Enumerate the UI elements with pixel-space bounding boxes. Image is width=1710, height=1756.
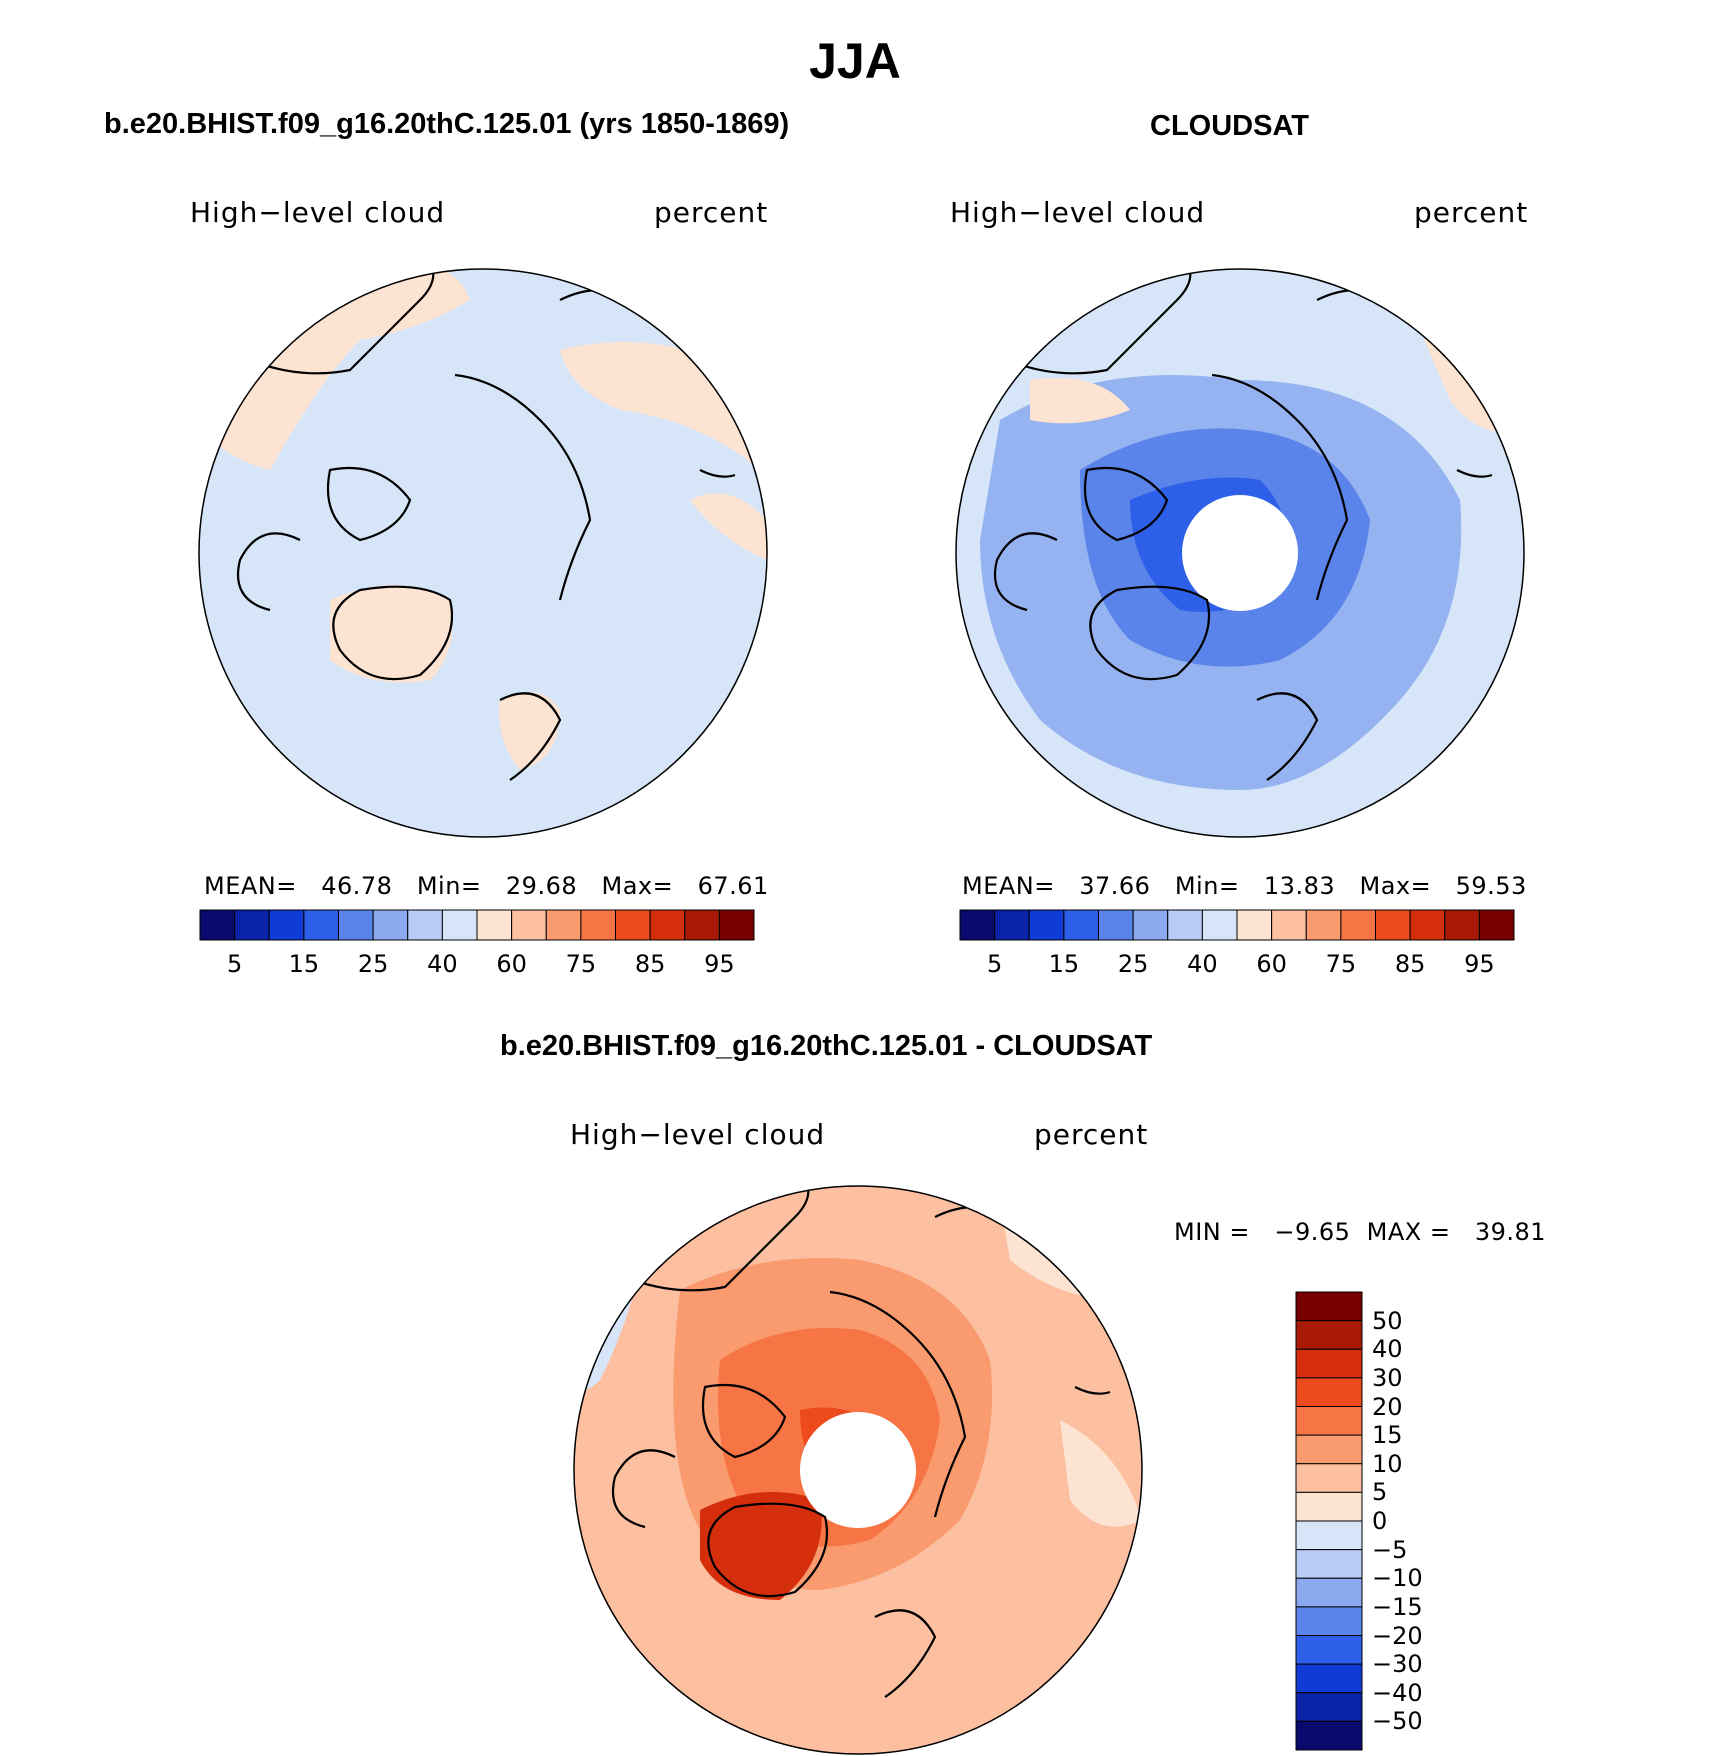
diff-stats: MIN = −9.65 MAX = 39.81 bbox=[1174, 1218, 1547, 1246]
model-colorbar-swatch bbox=[303, 909, 339, 941]
obs-colorbar-swatch bbox=[1167, 909, 1203, 941]
diff-colorbar-swatch bbox=[1295, 1692, 1363, 1722]
obs-colorbar-tick-label: 40 bbox=[1187, 950, 1218, 978]
obs-colorbar-swatch bbox=[1028, 909, 1065, 941]
diff-polar-data-gap bbox=[800, 1412, 916, 1528]
model-colorbar-tick-label: 85 bbox=[634, 950, 666, 978]
diff-colorbar-tick-label: 20 bbox=[1372, 1392, 1403, 1421]
obs-colorbar-swatch bbox=[1098, 909, 1134, 941]
model-colorbar-tick-label: 40 bbox=[427, 950, 458, 978]
model-stats: MEAN= 46.78 Min= 29.68 Max= 67.61 bbox=[204, 872, 769, 900]
diff-colorbar-swatch bbox=[1295, 1720, 1363, 1751]
diff-colorbar bbox=[1295, 1291, 1363, 1751]
model-panel-title: b.e20.BHIST.f09_g16.20thC.125.01 (yrs 18… bbox=[104, 108, 790, 140]
obs-colorbar-swatch bbox=[959, 909, 996, 941]
obs-colorbar-swatch bbox=[1375, 909, 1411, 941]
obs-colorbar-tick-label: 25 bbox=[1117, 950, 1149, 978]
diff-colorbar-tick-label: 0 bbox=[1372, 1507, 1388, 1535]
diff-colorbar-swatch bbox=[1295, 1320, 1363, 1350]
diff-colorbar-tick-label: 30 bbox=[1372, 1363, 1403, 1392]
diff-colorbar-swatch bbox=[1295, 1406, 1363, 1436]
diff-units-label: percent bbox=[1034, 1118, 1149, 1151]
diff-colorbar-swatch bbox=[1295, 1577, 1363, 1608]
obs-colorbar-swatch bbox=[1409, 909, 1446, 941]
diff-variable-label: High−level cloud bbox=[570, 1118, 826, 1151]
diff-map-border bbox=[573, 1185, 1143, 1755]
diff-colorbar-tick-label: −50 bbox=[1372, 1707, 1423, 1736]
diff-colorbar-tick-label: 5 bbox=[1372, 1478, 1388, 1507]
obs-colorbar-labels: 5 15 25 40 60 75 85 95 bbox=[960, 950, 1514, 980]
diff-colorbar-swatch bbox=[1295, 1491, 1363, 1522]
model-colorbar-swatch bbox=[199, 909, 236, 941]
model-map-border bbox=[198, 268, 768, 838]
model-colorbar-tick-label: 25 bbox=[357, 950, 389, 978]
obs-polar-data-gap bbox=[1182, 495, 1298, 611]
diff-colorbar-swatch bbox=[1295, 1606, 1363, 1636]
obs-colorbar bbox=[959, 909, 1515, 941]
obs-colorbar-swatch bbox=[1340, 909, 1376, 941]
diff-colorbar-swatch bbox=[1295, 1463, 1363, 1493]
diff-colorbar-tick-label: −10 bbox=[1372, 1564, 1423, 1593]
model-colorbar-tick-label: 75 bbox=[565, 950, 597, 978]
diff-colorbar-swatch bbox=[1295, 1348, 1363, 1379]
model-colorbar-swatch bbox=[407, 909, 443, 941]
obs-map-border bbox=[955, 268, 1525, 838]
model-map-background bbox=[199, 269, 767, 837]
model-colorbar-labels: 5 15 25 40 60 75 85 95 bbox=[200, 950, 754, 980]
diff-colorbar-swatch bbox=[1295, 1520, 1363, 1551]
diff-colorbar-tick-label: −15 bbox=[1372, 1592, 1423, 1621]
model-colorbar-tick-label: 15 bbox=[288, 950, 320, 978]
obs-colorbar-swatch bbox=[1478, 909, 1515, 941]
model-colorbar-swatch bbox=[718, 909, 755, 941]
obs-colorbar-tick-label: 75 bbox=[1325, 950, 1357, 978]
diff-panel-title: b.e20.BHIST.f09_g16.20thC.125.01 - CLOUD… bbox=[500, 1030, 1153, 1062]
diff-colorbar-tick-label: 10 bbox=[1372, 1449, 1403, 1478]
diff-colorbar-labels: 50 40 30 20 15 10 5 0 −5 −10 −15 −20 −30 −40 −50 bbox=[1372, 1292, 1472, 1750]
model-colorbar-tick-label: 60 bbox=[496, 950, 527, 978]
diff-colorbar-swatch bbox=[1295, 1377, 1363, 1407]
model-coastlines bbox=[236, 269, 736, 781]
obs-colorbar-swatch bbox=[1271, 909, 1307, 941]
diff-colorbar-swatch bbox=[1295, 1635, 1363, 1665]
obs-colorbar-tick-label: 95 bbox=[1464, 950, 1495, 978]
model-colorbar-swatch bbox=[649, 909, 686, 941]
obs-panel-title: CLOUDSAT bbox=[1150, 110, 1309, 142]
model-units-label: percent bbox=[654, 196, 769, 229]
diff-colorbar-swatch bbox=[1295, 1434, 1363, 1465]
diff-colorbar-tick-label: −20 bbox=[1372, 1621, 1423, 1650]
obs-units-label: percent bbox=[1414, 196, 1529, 229]
figure-title: JJA bbox=[809, 33, 901, 89]
model-colorbar-swatch bbox=[441, 909, 478, 941]
diff-colorbar-tick-label: 40 bbox=[1372, 1335, 1403, 1364]
diff-colorbar-tick-label: −5 bbox=[1372, 1535, 1408, 1564]
obs-stats: MEAN= 37.66 Min= 13.83 Max= 59.53 bbox=[962, 872, 1527, 900]
diff-colorbar-tick-label: 15 bbox=[1372, 1421, 1403, 1450]
obs-colorbar-tick-label: 85 bbox=[1394, 950, 1426, 978]
model-colorbar-swatch bbox=[476, 909, 513, 941]
obs-variable-label: High−level cloud bbox=[950, 196, 1206, 229]
obs-colorbar-tick-label: 15 bbox=[1048, 950, 1080, 978]
diff-colorbar-swatch bbox=[1295, 1291, 1363, 1322]
diff-colorbar-tick-label: −40 bbox=[1372, 1678, 1423, 1707]
model-variable-label: High−level cloud bbox=[190, 196, 446, 229]
diff-colorbar-swatch bbox=[1295, 1663, 1363, 1694]
model-colorbar bbox=[199, 909, 755, 941]
model-colorbar-swatch bbox=[615, 909, 651, 941]
obs-colorbar-tick-label: 5 bbox=[986, 950, 1003, 978]
diff-colorbar-tick-label: −30 bbox=[1372, 1650, 1423, 1679]
diff-colorbar-swatch bbox=[1295, 1549, 1363, 1579]
model-colorbar-tick-label: 95 bbox=[704, 950, 735, 978]
model-colorbar-tick-label: 5 bbox=[226, 950, 243, 978]
model-colorbar-swatch bbox=[580, 909, 616, 941]
diff-coastlines bbox=[611, 1186, 1111, 1698]
model-colorbar-swatch bbox=[234, 909, 270, 941]
obs-colorbar-swatch bbox=[1201, 909, 1238, 941]
model-colorbar-swatch bbox=[372, 909, 409, 941]
diff-colorbar-tick-label: 50 bbox=[1372, 1306, 1403, 1335]
obs-colorbar-tick-label: 60 bbox=[1256, 950, 1287, 978]
